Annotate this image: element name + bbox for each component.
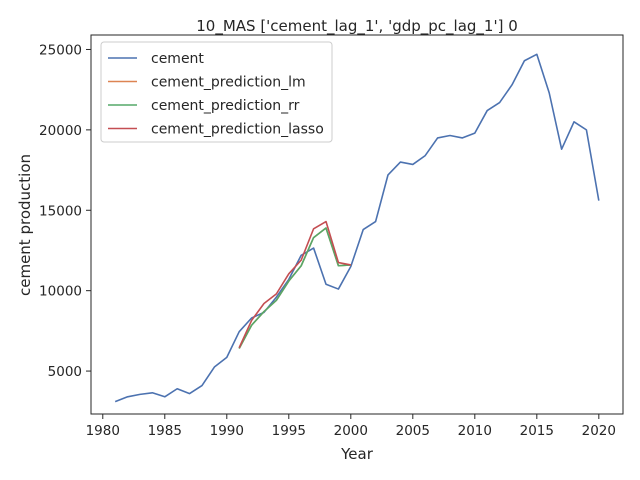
x-tick-label: 1980: [86, 423, 120, 439]
plot-lines: [114, 53, 600, 403]
x-axis: 1980 1985 1990 1995 2000 2005 2010 2015 2020: [86, 414, 616, 439]
y-tick-label: 10000: [39, 284, 82, 300]
x-tick-label: 2010: [458, 423, 492, 439]
legend-label: cement: [151, 51, 204, 67]
plot-frame: [90, 34, 624, 415]
chart-title: 10_MAS ['cement_lag_1', 'gdp_pc_lag_1'] …: [196, 17, 518, 36]
x-axis-label: Year: [340, 445, 374, 463]
y-tick-label: 20000: [39, 123, 82, 139]
y-axis-label: cement production: [16, 154, 34, 296]
y-tick-label: 25000: [39, 42, 82, 58]
x-tick-label: 2015: [520, 423, 554, 439]
y-axis: 5000 10000 15000 20000 25000: [39, 42, 91, 380]
y-tick-label: 15000: [39, 203, 82, 219]
series-line-cement_prediction_lasso: [238, 220, 351, 349]
x-tick-label: 1985: [148, 423, 182, 439]
y-tick-label: 5000: [48, 364, 82, 380]
x-tick-label: 2020: [582, 423, 616, 439]
x-tick-label: 2005: [396, 423, 430, 439]
x-tick-label: 1990: [210, 423, 244, 439]
legend: cement cement_prediction_lm cement_predict…: [100, 41, 333, 143]
legend-label: cement_prediction_rr: [151, 98, 300, 114]
legend-box: [100, 41, 333, 143]
x-tick-label: 1995: [272, 423, 306, 439]
series-line-cement: [114, 53, 600, 403]
series-line-cement_prediction_rr: [238, 227, 351, 349]
x-tick-label: 2000: [334, 423, 368, 439]
legend-label: cement_prediction_lm: [151, 75, 306, 91]
legend-label: cement_prediction_lasso: [151, 122, 324, 138]
